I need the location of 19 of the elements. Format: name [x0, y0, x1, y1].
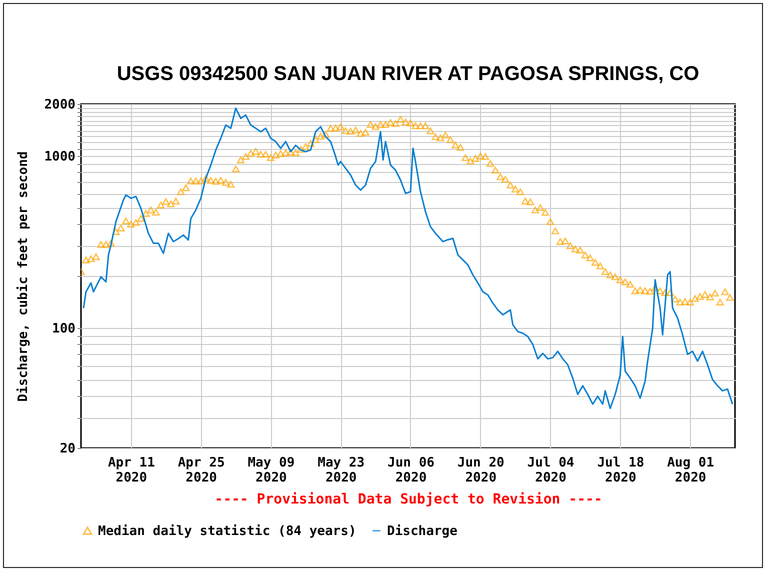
- x-tick-label: Apr 11 2020: [108, 456, 156, 486]
- x-tick-label: Jul 18 2020: [597, 456, 644, 486]
- y-tick-label: 100: [52, 321, 76, 336]
- x-tick-label: Jun 06 2020: [388, 456, 435, 486]
- x-tick-label: Aug 01 2020: [667, 456, 714, 486]
- x-tick-label: May 23 2020: [318, 456, 365, 486]
- x-tick-label: Apr 25 2020: [178, 456, 225, 486]
- chart-title: USGS 09342500 SAN JUAN RIVER AT PAGOSA SPRINGS, CO: [116, 63, 700, 85]
- legend-label: Discharge: [387, 524, 458, 539]
- y-tick-label: 20: [60, 442, 76, 456]
- y-tick-label: 1000: [44, 149, 76, 164]
- x-tick-label: May 09 2020: [248, 456, 295, 486]
- y-axis-title: Discharge, cubic feet per second: [16, 151, 32, 402]
- line-series: [82, 107, 734, 410]
- text: ---- Provisional Data Subject to Revision ----: [214, 492, 602, 508]
- x-tick-label: Jun 20 2020: [457, 456, 505, 486]
- y-tick-label: 2000: [44, 98, 76, 112]
- x-tick-label: Jul 04 2020: [527, 456, 574, 486]
- legend-label: Median daily statistic (84 years): [98, 524, 356, 539]
